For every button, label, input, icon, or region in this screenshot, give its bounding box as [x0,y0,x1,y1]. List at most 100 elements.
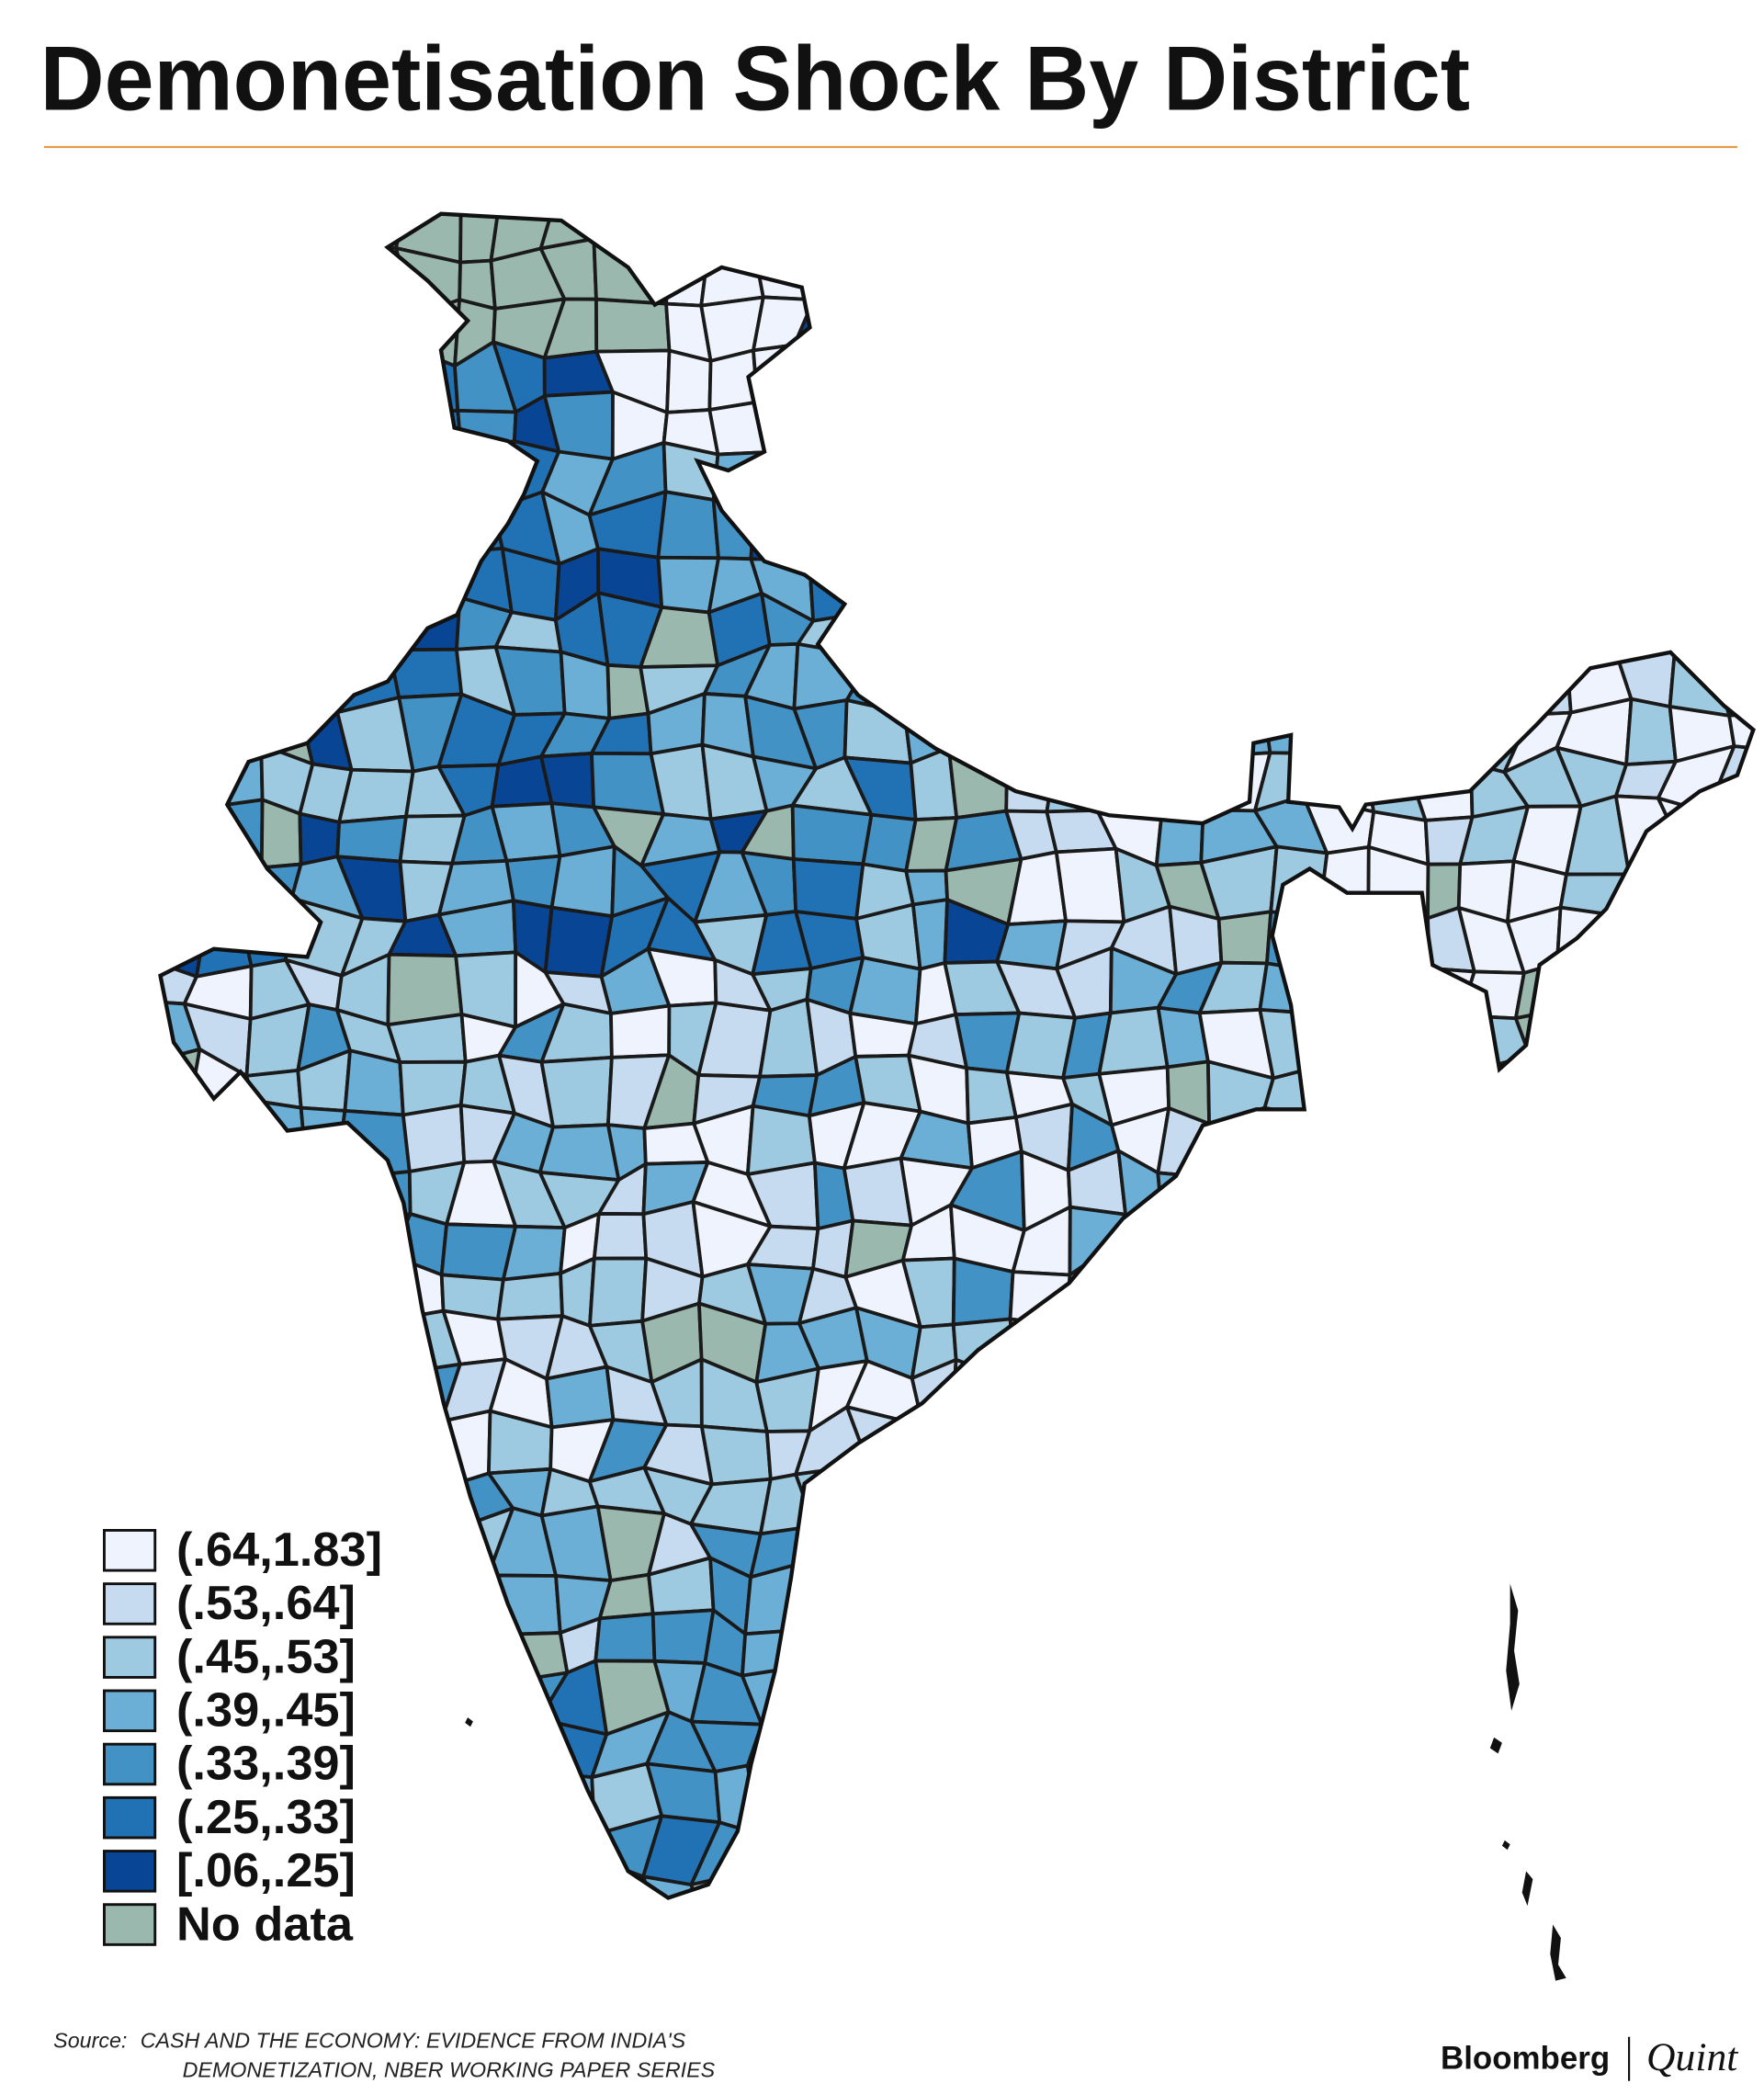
district [1000,289,1068,358]
district [1146,1509,1222,1586]
district [797,1927,855,1991]
legend-label: (.39,.45] [176,1684,356,1738]
district [898,1580,961,1631]
district [492,1926,539,1990]
district [1407,967,1476,1025]
district [1657,1402,1734,1476]
district [1162,338,1230,418]
district [1248,336,1314,395]
district [1101,699,1176,776]
district [341,389,407,460]
district [1758,257,1764,314]
district [1402,1158,1468,1227]
district [206,866,264,910]
district [918,1505,961,1586]
district [955,392,1015,470]
district [1353,444,1427,521]
district [1014,641,1069,721]
district [1710,1376,1754,1421]
district [1264,1557,1317,1638]
district [1200,1937,1272,1987]
islands [465,1583,1566,1981]
district [406,1713,463,1790]
district [910,1660,966,1737]
district [1716,1510,1754,1565]
district [1615,898,1679,978]
district [1662,1924,1725,1987]
district [1713,916,1754,966]
district [1103,301,1173,359]
district [1475,1254,1531,1324]
district [1657,1758,1725,1832]
district [1554,1715,1625,1784]
district [256,1457,316,1532]
district [1361,339,1411,417]
district [1222,1616,1271,1685]
district [1417,1058,1481,1130]
district [1455,1556,1532,1631]
district [209,591,248,664]
district [1069,1407,1114,1481]
district [1097,1005,1170,1076]
district [386,1013,468,1064]
district [1571,1311,1631,1379]
district [1015,511,1060,562]
district [910,442,968,505]
district [336,1308,408,1375]
district [160,1217,188,1274]
district [539,751,596,810]
district [1204,508,1277,562]
district [1317,844,1371,920]
district [951,1256,1015,1327]
district [897,311,966,368]
district [1071,1865,1120,1898]
district [900,656,971,715]
district [1558,292,1626,364]
district [1068,1205,1127,1277]
district [184,305,257,367]
district [386,445,463,503]
district [813,1557,863,1631]
district [745,1763,797,1836]
district [1171,391,1229,468]
district [1214,597,1271,665]
district [956,1505,1020,1583]
district [795,213,872,266]
district [1668,1018,1712,1071]
district [594,297,672,354]
district [1624,391,1680,457]
district [1566,1358,1631,1433]
district [1010,1865,1077,1898]
district [160,868,211,917]
district [1252,1865,1328,1898]
district [1008,1679,1059,1735]
district [1054,846,1126,924]
district [1318,1936,1372,1989]
district [1367,1716,1421,1778]
district [948,1826,1017,1886]
district [1253,438,1317,518]
district [965,213,1002,247]
district [742,1871,804,1898]
district [538,1926,616,1990]
district [910,898,949,971]
district [896,1724,971,1789]
district [753,213,814,266]
district [1107,1659,1168,1737]
district [1097,391,1178,468]
district [1657,1659,1733,1732]
district [816,395,871,469]
district [592,213,672,245]
district [446,1916,514,1990]
district [844,1926,920,1991]
district [1202,1273,1272,1333]
district [1046,234,1117,306]
district [1711,213,1754,261]
district [160,1114,197,1165]
district [1367,1357,1431,1422]
district [203,354,257,420]
district [1410,1829,1478,1882]
legend-swatch [103,1795,157,1840]
district [296,1411,345,1478]
district [384,1621,448,1671]
